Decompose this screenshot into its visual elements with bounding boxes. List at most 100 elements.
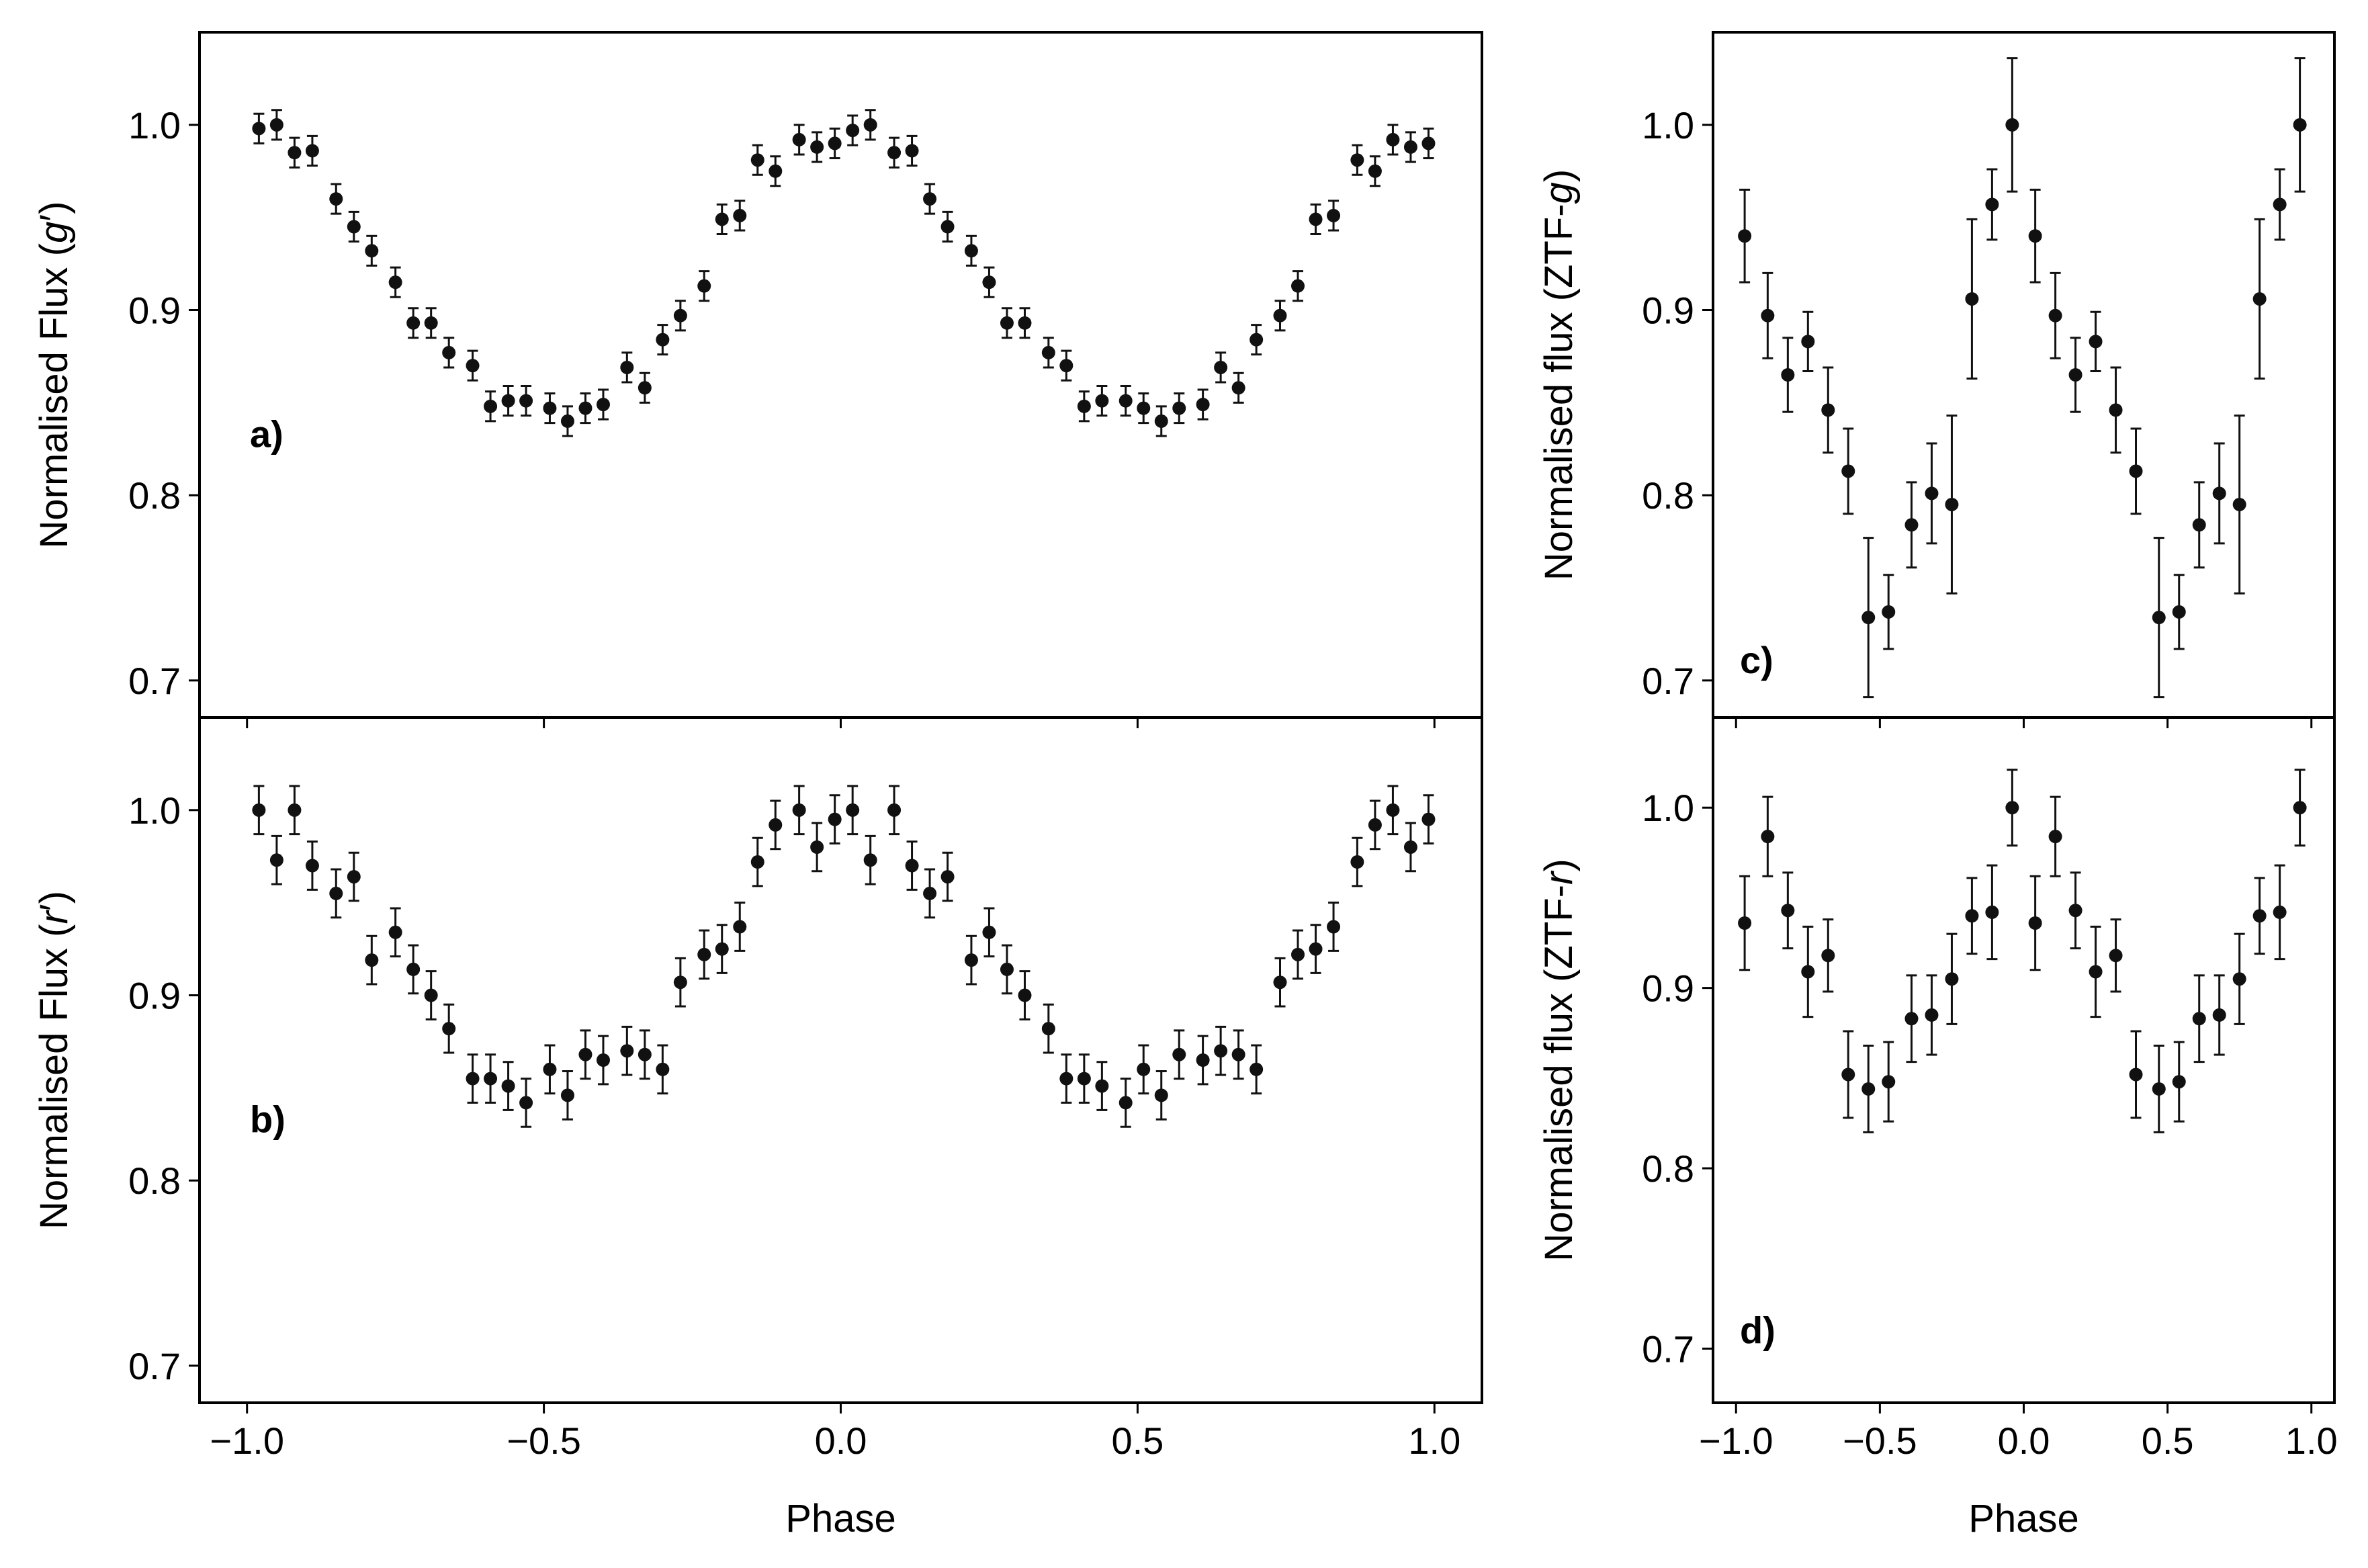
x-tick-label: 1.0 <box>1408 1420 1460 1462</box>
data-point <box>329 183 343 215</box>
data-marker <box>1781 368 1795 382</box>
data-point <box>252 785 266 836</box>
data-point <box>750 144 764 176</box>
data-point <box>750 836 764 887</box>
data-marker <box>846 803 860 817</box>
data-marker <box>1137 401 1151 415</box>
data-point <box>578 392 593 425</box>
data-point <box>863 834 877 885</box>
data-marker <box>1059 359 1073 373</box>
data-point <box>2172 1041 2186 1123</box>
data-point <box>596 1035 610 1086</box>
data-marker <box>1000 316 1014 330</box>
data-point <box>1327 902 1341 952</box>
data-marker <box>269 853 283 867</box>
data-marker <box>543 401 557 415</box>
data-point <box>1077 1053 1091 1104</box>
x-axis-title: Phase <box>1968 1497 2078 1540</box>
data-marker <box>1059 1072 1073 1086</box>
data-point <box>1403 822 1417 873</box>
data-marker <box>1421 136 1436 150</box>
data-point <box>442 337 456 369</box>
data-point <box>923 183 937 215</box>
data-point <box>2293 769 2307 847</box>
data-marker <box>466 359 480 373</box>
data-point <box>1309 203 1323 235</box>
y-tick-label: 1.0 <box>128 789 181 832</box>
data-marker <box>466 1072 480 1086</box>
data-point <box>2232 415 2246 595</box>
data-point <box>715 203 729 235</box>
y-axis-title: Normalised flux (ZTF-g) <box>1537 169 1581 580</box>
data-point <box>638 1029 652 1080</box>
data-marker <box>2293 118 2307 132</box>
data-point <box>1018 970 1032 1020</box>
data-marker <box>923 886 937 900</box>
data-point <box>846 114 860 146</box>
data-marker <box>1882 1075 1896 1089</box>
y-tick-label: 0.7 <box>1642 660 1694 702</box>
data-point <box>1291 270 1305 302</box>
data-marker <box>2068 368 2082 382</box>
data-point <box>2273 864 2287 961</box>
data-marker <box>406 962 421 976</box>
data-point <box>2212 974 2226 1056</box>
y-tick-label: 1.0 <box>1642 787 1694 829</box>
data-marker <box>828 812 842 826</box>
data-marker <box>1119 1096 1133 1110</box>
data-point <box>1421 794 1436 844</box>
data-point <box>1821 918 1835 993</box>
data-point <box>964 234 978 267</box>
data-marker <box>406 316 421 330</box>
data-point <box>560 1070 574 1121</box>
data-marker <box>2252 292 2267 306</box>
data-point <box>1403 131 1417 163</box>
data-point <box>2152 1045 2166 1133</box>
data-marker <box>887 146 902 160</box>
data-point <box>2048 271 2062 359</box>
data-marker <box>1309 212 1323 226</box>
data-point <box>2129 1030 2143 1119</box>
data-marker <box>347 870 361 884</box>
y-tick-label: 0.8 <box>1642 474 1694 517</box>
data-marker <box>638 381 652 395</box>
data-marker <box>519 1096 533 1110</box>
x-tick-label: 0.5 <box>2142 1420 2194 1462</box>
data-point <box>1882 1041 1896 1123</box>
data-marker <box>1172 401 1186 415</box>
data-point <box>501 1061 515 1111</box>
data-marker <box>1801 965 1815 979</box>
data-marker <box>1368 818 1382 832</box>
data-marker <box>2192 518 2206 532</box>
data-marker <box>1350 153 1364 167</box>
data-point <box>715 924 729 974</box>
x-tick-label: 0.5 <box>1111 1420 1164 1462</box>
data-point <box>1945 415 1959 595</box>
data-marker <box>1882 605 1896 619</box>
data-marker <box>1327 208 1341 222</box>
data-marker <box>638 1047 652 1061</box>
data-marker <box>673 308 687 322</box>
plot-frame <box>198 31 1483 719</box>
data-point <box>1137 392 1151 425</box>
data-marker <box>940 220 955 234</box>
data-marker <box>288 146 302 160</box>
data-marker <box>2089 335 2103 349</box>
data-point <box>964 934 978 986</box>
data-point <box>305 840 319 891</box>
data-marker <box>1403 140 1417 154</box>
data-point <box>656 1044 670 1095</box>
x-tick-label: −1.0 <box>210 1420 284 1462</box>
data-marker <box>252 803 266 817</box>
data-marker <box>543 1062 557 1076</box>
data-marker <box>697 947 711 961</box>
data-marker <box>1249 1062 1264 1076</box>
data-point <box>1041 1003 1055 1054</box>
data-point <box>1291 929 1305 980</box>
data-marker <box>1925 1008 1939 1022</box>
data-marker <box>596 398 610 412</box>
data-point <box>1231 372 1245 404</box>
data-point <box>347 851 361 902</box>
data-marker <box>792 132 806 146</box>
data-marker <box>1821 949 1835 963</box>
